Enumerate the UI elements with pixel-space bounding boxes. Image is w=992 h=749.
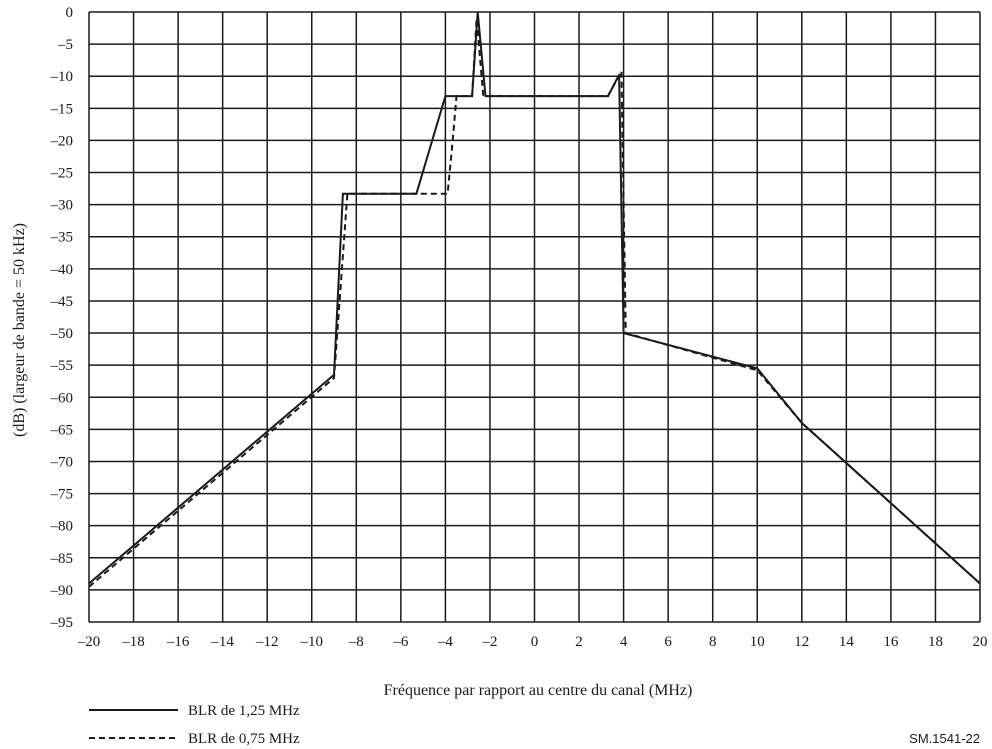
x-tick-label: 4 [620, 634, 628, 650]
y-axis-title: (dB) (largeur de bande = 50 kHz) [11, 223, 28, 437]
x-tick-label: 16 [883, 634, 899, 650]
x-tick-label: –2 [481, 634, 497, 650]
y-tick-label: –65 [50, 422, 74, 438]
y-tick-label: –55 [50, 358, 74, 374]
y-tick-label: –50 [50, 326, 74, 342]
y-tick-label: –90 [50, 583, 74, 599]
legend-label-1: BLR de 1,25 MHz [188, 703, 300, 719]
y-tick-label: –60 [50, 390, 74, 406]
x-tick-label: –4 [437, 634, 454, 650]
legend-label-2: BLR de 0,75 MHz [188, 731, 300, 747]
x-tick-label: –16 [166, 634, 190, 650]
x-tick-labels: –20 –18 –16 –14 –12 –10 –8 –6 –4 –2 0 2 4 6 8 10 12 14 16 1… [77, 634, 988, 650]
y-tick-label: –80 [50, 519, 74, 535]
x-tick-label: 6 [664, 634, 672, 650]
x-tick-label: –20 [77, 634, 101, 650]
x-tick-label: 14 [839, 634, 855, 650]
figure-id: SM.1541-22 [909, 731, 980, 746]
x-tick-label: 10 [750, 634, 765, 650]
x-axis-title: Fréquence par rapport au centre du canal… [384, 682, 693, 699]
y-tick-label: –5 [57, 37, 73, 53]
series-lines [88, 11, 981, 588]
y-tick-label: 0 [66, 5, 74, 21]
y-tick-label: –30 [50, 198, 74, 214]
x-tick-label: 12 [794, 634, 809, 650]
y-tick-label: –95 [50, 615, 74, 631]
x-tick-label: –6 [392, 634, 409, 650]
x-tick-label: –14 [210, 634, 234, 650]
y-tick-label: –20 [50, 133, 74, 149]
y-tick-label: –85 [50, 551, 74, 567]
y-tick-label: –45 [50, 294, 74, 310]
x-tick-label: –8 [348, 634, 364, 650]
x-tick-label: 20 [973, 634, 988, 650]
x-tick-label: –18 [121, 634, 145, 650]
series-line-2 [88, 18, 981, 588]
y-tick-label: –75 [50, 487, 74, 503]
y-tick-label: –40 [50, 262, 74, 278]
x-tick-label: 2 [575, 634, 583, 650]
x-tick-label: 0 [531, 634, 539, 650]
legend: BLR de 1,25 MHz BLR de 0,75 MHz [89, 703, 300, 747]
y-tick-label: –70 [50, 454, 74, 470]
y-tick-labels: 0 –5 –10 –15 –20 –25 –30 –35 –40 –45 –50 –55 –60 –65 –… [50, 5, 74, 631]
x-tick-label: –10 [300, 634, 324, 650]
y-tick-label: –35 [50, 230, 74, 246]
x-tick-label: 18 [928, 634, 943, 650]
x-tick-label: 8 [709, 634, 717, 650]
y-tick-label: –10 [50, 69, 74, 85]
x-tick-label: –12 [255, 634, 279, 650]
y-tick-label: –15 [50, 101, 74, 117]
y-tick-label: –25 [50, 166, 74, 182]
grid-lines [88, 11, 981, 623]
